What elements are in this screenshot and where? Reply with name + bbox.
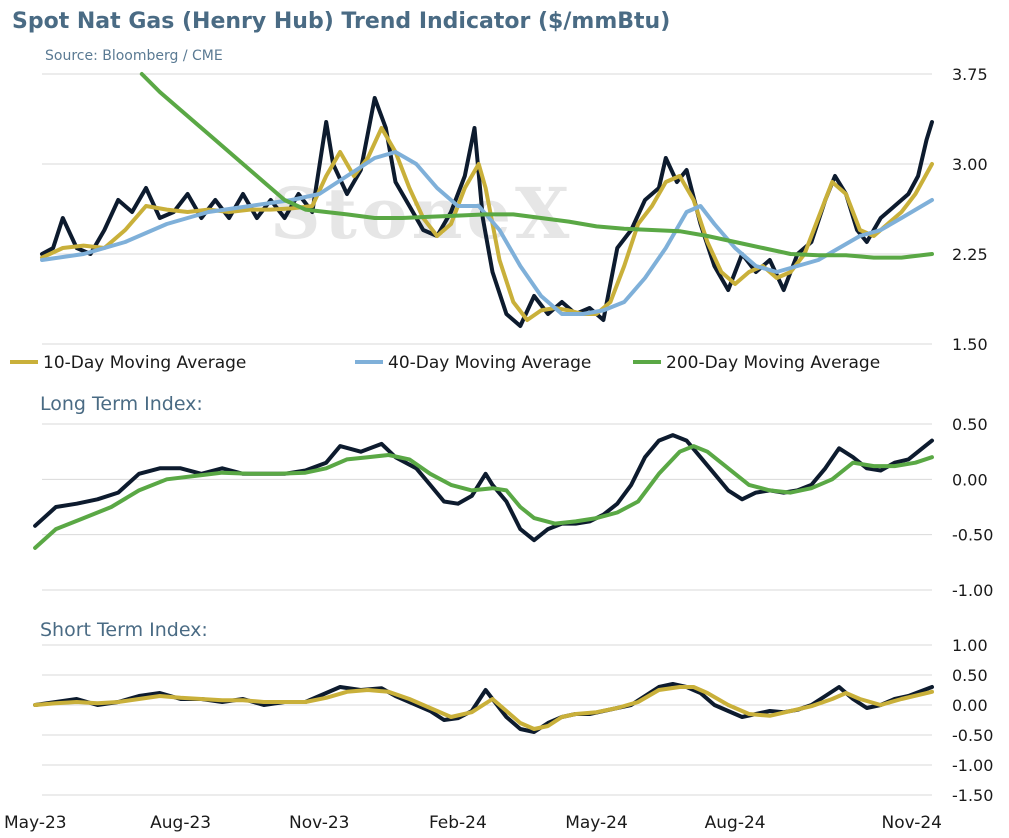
short-term-title: Short Term Index: xyxy=(40,619,208,641)
y-tick-label: 0.00 xyxy=(952,470,988,489)
x-tick-label: May-23 xyxy=(4,813,67,833)
x-tick-label: Nov-23 xyxy=(289,813,350,833)
legend-label: 10-Day Moving Average xyxy=(43,353,246,373)
series-line-200-day-moving-average xyxy=(139,72,934,260)
x-tick-label: May-24 xyxy=(565,813,628,833)
series-line-short-term-trend xyxy=(33,685,934,731)
series-line-40-day-moving-average xyxy=(40,150,934,316)
y-tick-label: -0.50 xyxy=(952,726,993,745)
short-term-panel: 1.00 0.50 0.00 -0.50 -1.00 -1.50 xyxy=(33,636,993,805)
y-tick-label: 0.50 xyxy=(952,666,988,685)
legend-label: 40-Day Moving Average xyxy=(388,353,591,373)
legend: 10-Day Moving Average 40-Day Moving Avera… xyxy=(10,353,880,373)
y-tick-label: -1.50 xyxy=(952,786,993,805)
chart-source: Source: Bloomberg / CME xyxy=(45,48,223,64)
y-tick-label: 1.00 xyxy=(952,636,988,655)
y-tick-label: 2.25 xyxy=(952,245,988,264)
y-tick-label: 3.00 xyxy=(952,155,988,174)
chart-title: Spot Nat Gas (Henry Hub) Trend Indicator… xyxy=(12,9,670,34)
long-term-panel: 0.50 0.00 -0.50 -1.00 xyxy=(33,415,993,600)
y-tick-label: -1.00 xyxy=(952,756,993,775)
long-term-title: Long Term Index: xyxy=(40,393,203,415)
x-tick-label: Aug-24 xyxy=(705,813,766,833)
x-axis: May-23 Aug-23 Nov-23 Feb-24 May-24 Aug-24 Nov-… xyxy=(4,813,942,833)
y-tick-label: -1.00 xyxy=(952,581,993,600)
price-panel: 3.75 3.00 2.25 1.50 xyxy=(40,65,988,354)
y-tick-label: 0.50 xyxy=(952,415,988,434)
y-tick-label: 0.00 xyxy=(952,696,988,715)
series-line-long-term-trend xyxy=(33,444,934,550)
legend-label: 200-Day Moving Average xyxy=(666,353,880,373)
y-tick-label: -0.50 xyxy=(952,526,993,545)
x-tick-label: Aug-23 xyxy=(150,813,211,833)
x-tick-label: Feb-24 xyxy=(429,813,487,833)
x-tick-label: Nov-24 xyxy=(882,813,943,833)
y-tick-label: 1.50 xyxy=(952,335,988,354)
y-tick-label: 3.75 xyxy=(952,65,988,84)
